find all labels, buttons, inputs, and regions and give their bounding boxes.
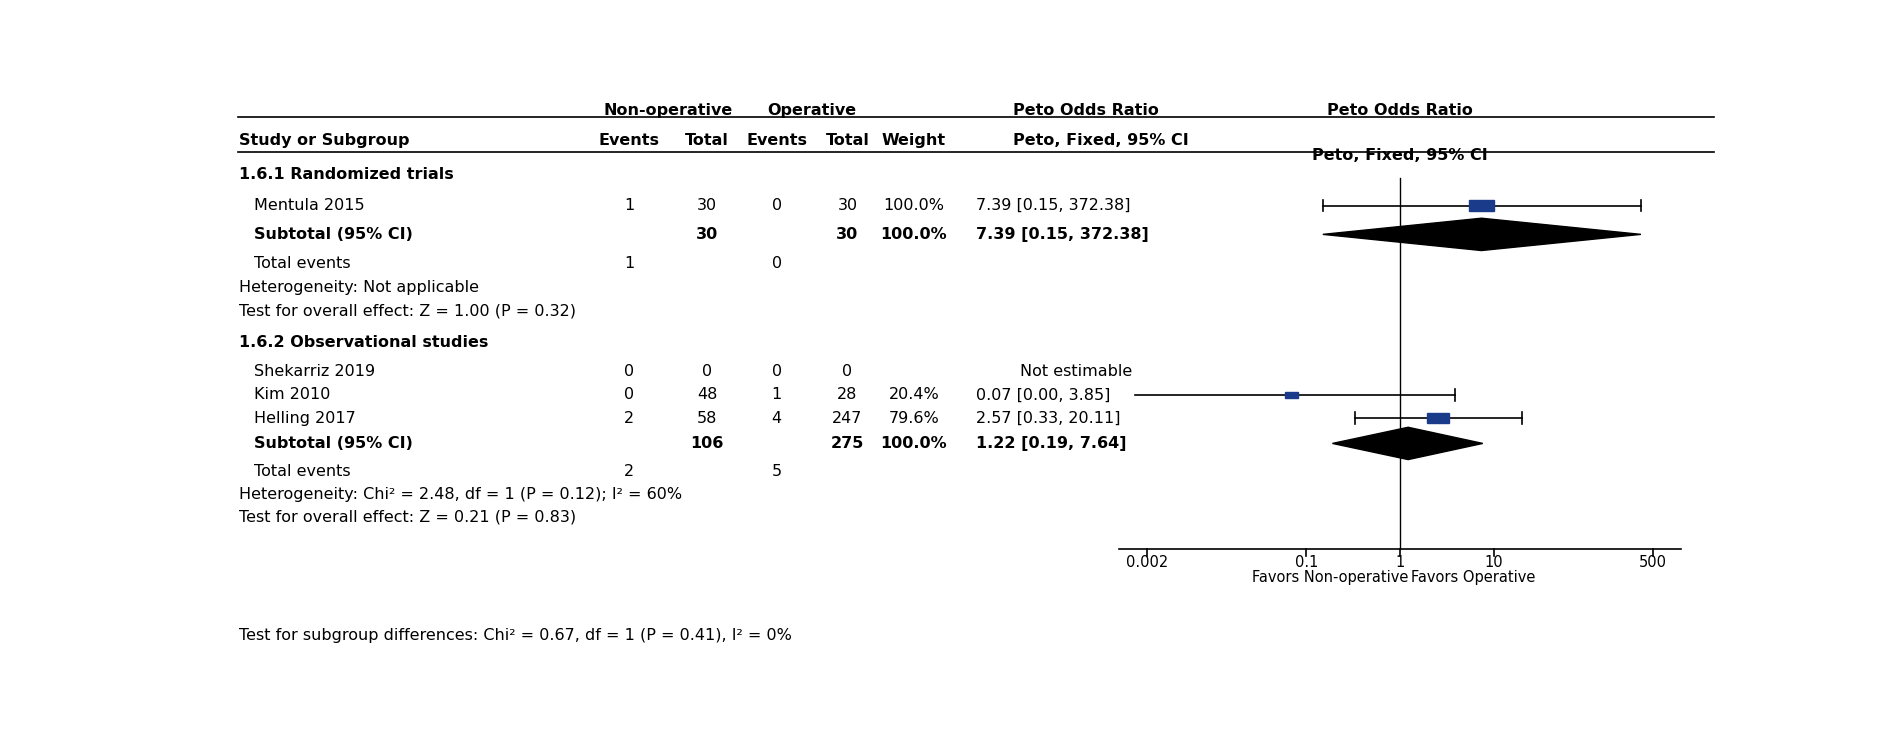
Text: 0: 0 [771,364,783,379]
Text: 247: 247 [832,410,863,425]
Text: 1: 1 [625,198,634,213]
Text: Kim 2010: Kim 2010 [255,388,331,403]
Text: 10: 10 [1485,555,1502,570]
Text: Test for overall effect: Z = 0.21 (P = 0.83): Test for overall effect: Z = 0.21 (P = 0… [240,510,577,525]
Text: Mentula 2015: Mentula 2015 [255,198,366,213]
Text: Peto Odds Ratio: Peto Odds Ratio [1327,103,1474,118]
Text: 30: 30 [838,198,857,213]
Text: Operative: Operative [767,103,857,118]
Text: Helling 2017: Helling 2017 [255,410,356,425]
Text: 1.6.1 Randomized trials: 1.6.1 Randomized trials [240,167,455,182]
Text: 48: 48 [697,388,718,403]
FancyBboxPatch shape [1285,392,1299,398]
Text: Not estimable: Not estimable [1021,364,1133,379]
Text: 1.6.2 Observational studies: 1.6.2 Observational studies [240,335,489,350]
Text: 100.0%: 100.0% [880,436,946,451]
Text: 0.002: 0.002 [1125,555,1169,570]
Text: 2.57 [0.33, 20.11]: 2.57 [0.33, 20.11] [977,410,1120,425]
Text: 275: 275 [830,436,864,451]
Text: 79.6%: 79.6% [889,410,939,425]
Text: 106: 106 [691,436,724,451]
Text: Test for overall effect: Z = 1.00 (P = 0.32): Test for overall effect: Z = 1.00 (P = 0… [240,303,577,318]
Text: 100.0%: 100.0% [880,226,946,242]
Text: Test for subgroup differences: Chi² = 0.67, df = 1 (P = 0.41), I² = 0%: Test for subgroup differences: Chi² = 0.… [240,628,792,644]
Text: 1: 1 [1396,555,1405,570]
Text: Shekarriz 2019: Shekarriz 2019 [255,364,375,379]
Text: 500: 500 [1639,555,1666,570]
Text: Peto, Fixed, 95% CI: Peto, Fixed, 95% CI [1013,134,1188,148]
Text: 0.07 [0.00, 3.85]: 0.07 [0.00, 3.85] [977,388,1110,403]
Polygon shape [1333,427,1483,460]
Text: 5: 5 [771,464,783,478]
Text: 0: 0 [625,364,634,379]
Text: 28: 28 [838,388,857,403]
Text: Favors Operative: Favors Operative [1411,571,1535,586]
Text: 0.1: 0.1 [1295,555,1318,570]
Text: 1.22 [0.19, 7.64]: 1.22 [0.19, 7.64] [977,436,1127,451]
Text: 7.39 [0.15, 372.38]: 7.39 [0.15, 372.38] [977,226,1148,242]
Polygon shape [1323,218,1641,250]
Text: 0: 0 [842,364,853,379]
Text: 2: 2 [625,410,634,425]
Text: 0: 0 [771,256,783,271]
Text: Total: Total [685,134,729,148]
Text: 1: 1 [625,256,634,271]
Text: Study or Subgroup: Study or Subgroup [240,134,409,148]
Text: Total: Total [826,134,870,148]
Text: 30: 30 [697,226,718,242]
Text: Non-operative: Non-operative [604,103,733,118]
Text: Peto, Fixed, 95% CI: Peto, Fixed, 95% CI [1312,148,1487,163]
Text: 58: 58 [697,410,718,425]
Text: 20.4%: 20.4% [889,388,939,403]
Text: 0: 0 [771,198,783,213]
Text: Total events: Total events [255,464,350,478]
Text: Favors Non-operative: Favors Non-operative [1253,571,1409,586]
Text: 30: 30 [697,198,718,213]
Text: Events: Events [598,134,659,148]
Text: 2: 2 [625,464,634,478]
Text: Subtotal (95% CI): Subtotal (95% CI) [255,226,413,242]
Text: 0: 0 [625,388,634,403]
Text: Weight: Weight [882,134,946,148]
Text: 100.0%: 100.0% [883,198,944,213]
Text: Heterogeneity: Not applicable: Heterogeneity: Not applicable [240,280,480,295]
Text: Events: Events [746,134,807,148]
Text: Peto Odds Ratio: Peto Odds Ratio [1013,103,1158,118]
Text: Subtotal (95% CI): Subtotal (95% CI) [255,436,413,451]
Text: 30: 30 [836,226,859,242]
Text: 0: 0 [703,364,712,379]
Text: 7.39 [0.15, 372.38]: 7.39 [0.15, 372.38] [977,198,1131,213]
Text: Total events: Total events [255,256,350,271]
Text: 4: 4 [771,410,783,425]
Text: 1: 1 [771,388,783,403]
FancyBboxPatch shape [1468,200,1495,211]
Text: Heterogeneity: Chi² = 2.48, df = 1 (P = 0.12); I² = 60%: Heterogeneity: Chi² = 2.48, df = 1 (P = … [240,487,684,502]
FancyBboxPatch shape [1428,413,1449,423]
